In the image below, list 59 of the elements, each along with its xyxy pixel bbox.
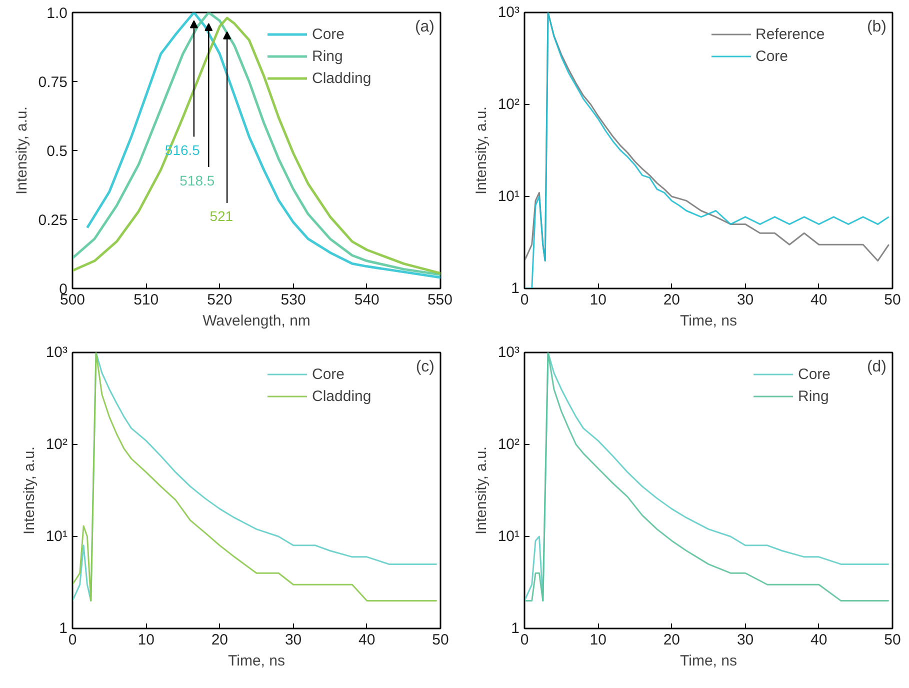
x-tick-label: 50 <box>884 292 901 308</box>
y-axis-title: Intensity, a.u. <box>20 446 38 535</box>
y-tick-label: 1 <box>511 620 520 637</box>
x-tick-label: 30 <box>736 632 754 648</box>
legend-label: Core <box>798 365 831 383</box>
x-axis-title: Time, ns <box>680 652 737 670</box>
x-tick-label: 20 <box>211 632 228 648</box>
x-tick-label: 530 <box>280 292 306 308</box>
x-axis-title: Wavelength, nm <box>202 312 310 330</box>
y-tick-label: 10² <box>46 436 68 453</box>
y-tick-label: 1 <box>511 280 520 297</box>
x-tick-label: 540 <box>354 292 380 308</box>
y-tick-label: 1 <box>59 620 68 637</box>
annotation: (d) <box>866 358 887 376</box>
annotation: 521 <box>210 208 234 224</box>
x-tick-label: 520 <box>207 292 232 308</box>
annotation: (c) <box>416 358 434 376</box>
x-tick-label: 550 <box>427 292 453 308</box>
annotation: (a) <box>414 18 435 36</box>
y-tick-label: 0.75 <box>38 74 68 91</box>
y-axis-title: Intensity, a.u. <box>472 106 490 195</box>
y-axis-title: Intensity, a.u. <box>472 446 490 535</box>
legend-label: Ring <box>798 387 829 405</box>
legend-label: Cladding <box>312 387 372 405</box>
annotation: (b) <box>866 18 887 36</box>
y-tick-label: 10¹ <box>498 188 520 205</box>
y-tick-label: 10³ <box>498 344 520 361</box>
y-tick-label: 10² <box>498 96 520 113</box>
y-tick-label: 10² <box>498 436 520 453</box>
x-axis-title: Time, ns <box>680 312 737 330</box>
y-tick-label: 10³ <box>498 4 520 21</box>
x-tick-label: 30 <box>284 632 302 648</box>
y-tick-label: 10¹ <box>46 528 68 545</box>
x-tick-label: 30 <box>736 292 754 308</box>
y-tick-label: 1.0 <box>46 5 68 22</box>
y-tick-label: 0.5 <box>46 143 68 160</box>
legend-label: Core <box>312 365 345 383</box>
legend-label: Core <box>312 25 345 43</box>
x-tick-label: 40 <box>358 632 376 648</box>
x-tick-label: 10 <box>590 292 606 308</box>
x-tick-label: 40 <box>810 632 828 648</box>
x-tick-label: 510 <box>134 292 159 308</box>
annotation: 518.5 <box>180 172 215 188</box>
x-tick-label: 50 <box>432 632 449 648</box>
x-axis-title: Time, ns <box>228 652 285 670</box>
x-tick-label: 40 <box>810 292 828 308</box>
x-tick-label: 10 <box>138 632 154 648</box>
y-axis-title: Intensity, a.u. <box>13 106 30 195</box>
x-tick-label: 20 <box>663 632 680 648</box>
x-tick-label: 20 <box>663 292 680 308</box>
x-tick-label: 50 <box>884 632 901 648</box>
legend-label: Core <box>756 47 788 65</box>
y-tick-label: 10³ <box>46 344 68 361</box>
y-tick-label: 10¹ <box>498 528 520 545</box>
y-tick-label: 0.25 <box>38 212 68 229</box>
legend-label: Cladding <box>312 69 372 87</box>
x-tick-label: 10 <box>590 632 606 648</box>
legend-label: Ring <box>312 47 343 65</box>
legend-label: Reference <box>756 25 825 43</box>
